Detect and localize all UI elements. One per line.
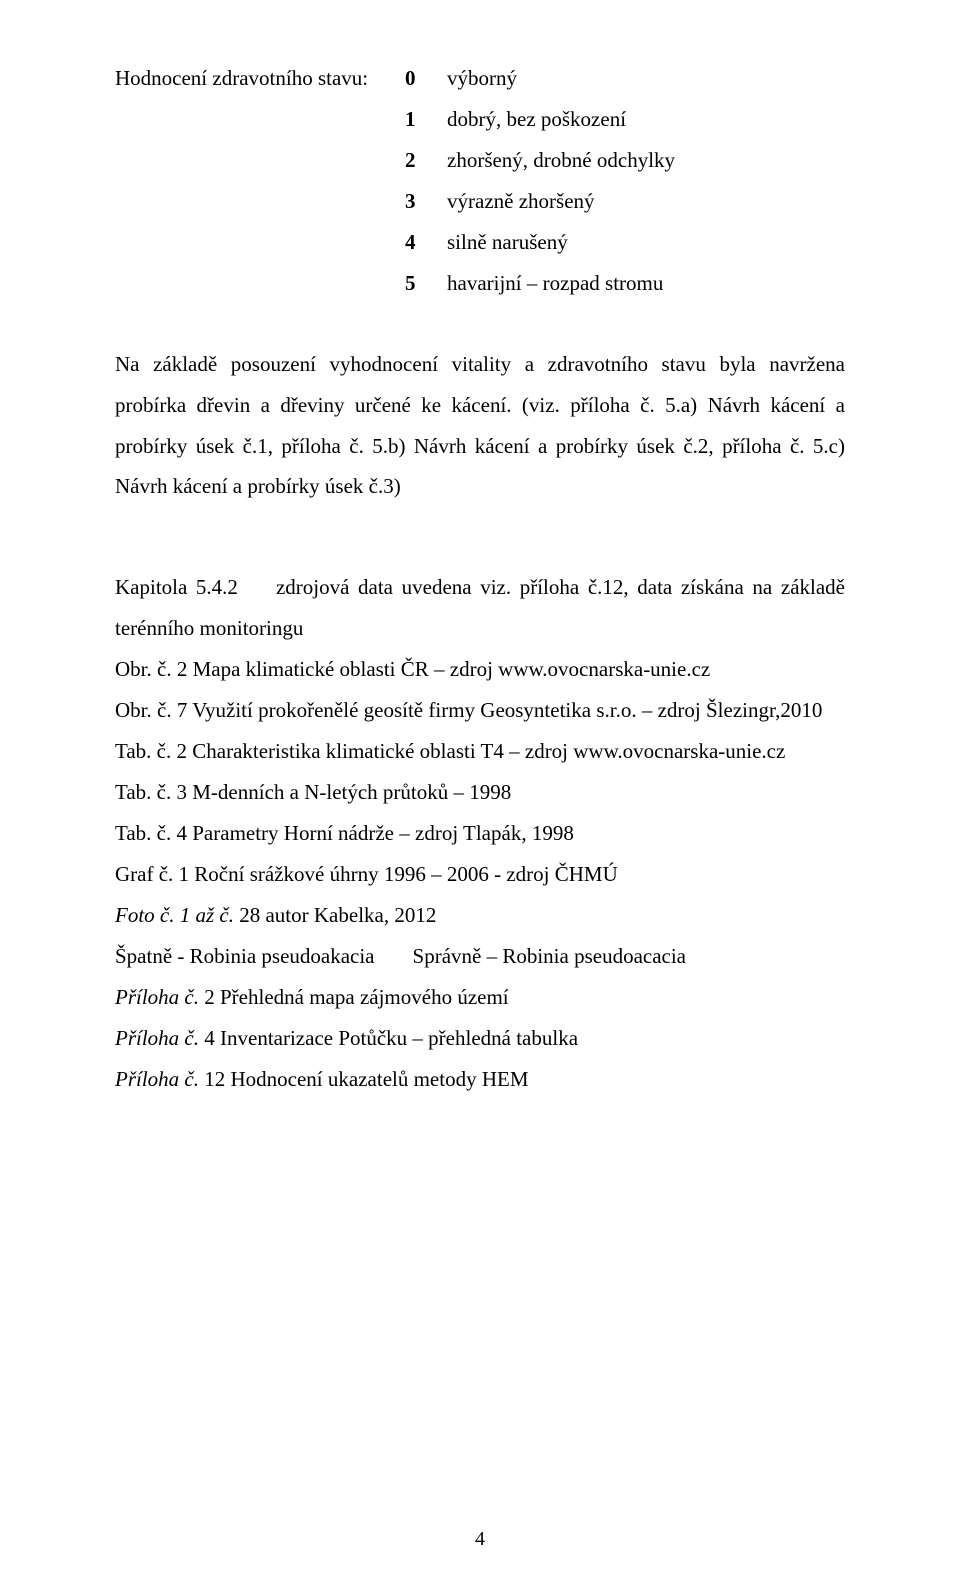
- rating-number: 3: [405, 181, 447, 222]
- rating-row: Hodnocení zdravotního stavu: 0 výborný: [115, 58, 845, 99]
- rating-description: zhoršený, drobné odchylky: [447, 140, 845, 181]
- reference-line: Obr. č. 7 Využití prokořenělé geosítě fi…: [115, 690, 845, 731]
- correction-line: Špatně - Robinia pseudoakacia Správně – R…: [115, 936, 845, 977]
- appendix-label: Příloha č.: [115, 1026, 199, 1050]
- rating-row: 1 dobrý, bez poškození: [115, 99, 845, 140]
- rating-number: 0: [405, 58, 447, 99]
- reference-line: Příloha č. 12 Hodnocení ukazatelů metody…: [115, 1059, 845, 1100]
- appendix-label: Příloha č.: [115, 1067, 199, 1091]
- rating-scale: Hodnocení zdravotního stavu: 0 výborný 1…: [115, 58, 845, 304]
- rating-description: výborný: [447, 58, 845, 99]
- page-number: 4: [0, 1520, 960, 1559]
- rating-row: 3 výrazně zhoršený: [115, 181, 845, 222]
- reference-line: Tab. č. 4 Parametry Horní nádrže – zdroj…: [115, 813, 845, 854]
- reference-line: Příloha č. 2 Přehledná mapa zájmového úz…: [115, 977, 845, 1018]
- rating-number: 5: [405, 263, 447, 304]
- appendix-rest: 12 Hodnocení ukazatelů metody HEM: [199, 1067, 529, 1091]
- rating-description: havarijní – rozpad stromu: [447, 263, 845, 304]
- rating-description: dobrý, bez poškození: [447, 99, 845, 140]
- reference-line: Tab. č. 3 M-denních a N-letých průtoků –…: [115, 772, 845, 813]
- rating-number: 2: [405, 140, 447, 181]
- reference-line: Příloha č. 4 Inventarizace Potůčku – pře…: [115, 1018, 845, 1059]
- rating-number: 1: [405, 99, 447, 140]
- appendix-rest: 2 Přehledná mapa zájmového území: [199, 985, 509, 1009]
- wrong-label: Špatně - Robinia pseudoakacia: [115, 944, 375, 968]
- rating-description: silně narušený: [447, 222, 845, 263]
- chapter-reference: Kapitola 5.4.2zdrojová data uvedena viz.…: [115, 567, 845, 649]
- reference-line: Tab. č. 2 Charakteristika klimatické obl…: [115, 731, 845, 772]
- appendix-label: Příloha č.: [115, 985, 199, 1009]
- reference-line: Obr. č. 2 Mapa klimatické oblasti ČR – z…: [115, 649, 845, 690]
- reference-line: Foto č. 1 až č. 28 autor Kabelka, 2012: [115, 895, 845, 936]
- assessment-paragraph: Na základě posouzení vyhodnocení vitalit…: [115, 344, 845, 508]
- rating-row: 5 havarijní – rozpad stromu: [115, 263, 845, 304]
- chapter-lead: Kapitola 5.4.2: [115, 575, 238, 599]
- rating-label: Hodnocení zdravotního stavu:: [115, 58, 405, 99]
- correct-label: Správně – Robinia pseudoacacia: [413, 944, 687, 968]
- rating-row: 4 silně narušený: [115, 222, 845, 263]
- photo-rest: 28 autor Kabelka, 2012: [234, 903, 436, 927]
- reference-line: Graf č. 1 Roční srážkové úhrny 1996 – 20…: [115, 854, 845, 895]
- rating-row: 2 zhoršený, drobné odchylky: [115, 140, 845, 181]
- rating-number: 4: [405, 222, 447, 263]
- photo-label: Foto č. 1 až č.: [115, 903, 234, 927]
- appendix-rest: 4 Inventarizace Potůčku – přehledná tabu…: [199, 1026, 578, 1050]
- rating-description: výrazně zhoršený: [447, 181, 845, 222]
